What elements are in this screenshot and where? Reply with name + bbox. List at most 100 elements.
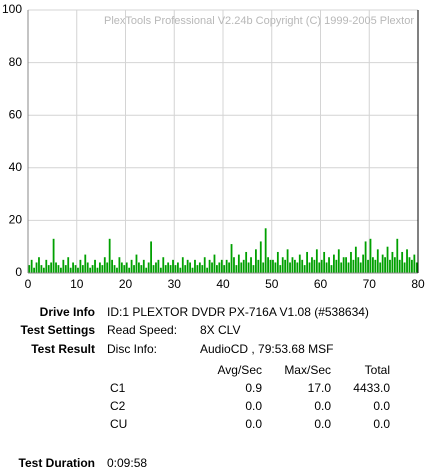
y-tick-label: 20 bbox=[9, 213, 23, 227]
bar bbox=[145, 267, 148, 273]
bar bbox=[354, 246, 357, 273]
bar bbox=[233, 257, 235, 273]
cell: 0.0 bbox=[373, 417, 390, 431]
bar bbox=[342, 257, 345, 273]
value: ID:1 PLEXTOR DVDR PX-716A V1.08 (#538634… bbox=[107, 305, 369, 319]
bar bbox=[194, 259, 196, 273]
bar bbox=[367, 259, 369, 273]
bar bbox=[211, 262, 213, 273]
bar bbox=[242, 259, 245, 273]
bar bbox=[184, 265, 187, 273]
bar bbox=[47, 265, 50, 273]
bar bbox=[369, 238, 372, 273]
bar bbox=[189, 262, 191, 273]
bar bbox=[359, 262, 362, 273]
y-tick-label: 40 bbox=[9, 160, 23, 174]
bar bbox=[340, 262, 343, 273]
bar bbox=[123, 265, 126, 273]
bar bbox=[38, 257, 40, 273]
y-tick-label: 0 bbox=[15, 265, 22, 279]
bar bbox=[113, 265, 116, 273]
bar bbox=[142, 259, 145, 273]
bar bbox=[272, 259, 274, 273]
bar bbox=[208, 259, 211, 273]
bar bbox=[308, 262, 311, 273]
bar bbox=[213, 254, 216, 273]
cell: 0.9 bbox=[245, 381, 262, 395]
bar bbox=[91, 265, 94, 273]
ticks: 0 20 40 60 80 100 0 10 20 30 40 50 60 70 80 bbox=[2, 2, 425, 291]
bar bbox=[62, 259, 65, 273]
bar bbox=[81, 265, 84, 273]
bar bbox=[150, 241, 152, 273]
x-tick-label: 10 bbox=[70, 277, 84, 291]
bar bbox=[177, 262, 179, 273]
x-tick-label: 30 bbox=[168, 277, 182, 291]
bar bbox=[30, 259, 33, 273]
bar bbox=[72, 262, 74, 273]
cell: 0.0 bbox=[314, 399, 331, 413]
bar bbox=[169, 265, 172, 273]
value: 0:09:58 bbox=[107, 456, 147, 470]
bar bbox=[118, 257, 121, 273]
grid bbox=[27, 9, 419, 274]
bar bbox=[140, 265, 143, 273]
bar bbox=[225, 259, 228, 273]
bar bbox=[230, 244, 233, 273]
bar bbox=[276, 251, 279, 273]
bar bbox=[106, 262, 109, 273]
bar bbox=[391, 251, 394, 273]
bar bbox=[181, 257, 184, 273]
label: Disc Info: bbox=[107, 342, 157, 356]
bar bbox=[406, 249, 408, 273]
label: Read Speed: bbox=[107, 323, 177, 337]
bar bbox=[74, 265, 77, 273]
bar bbox=[320, 259, 323, 273]
cell: 4433.0 bbox=[353, 381, 390, 395]
bar bbox=[323, 251, 326, 273]
bars bbox=[28, 228, 418, 273]
label: Test Duration bbox=[19, 456, 95, 470]
bar bbox=[99, 262, 101, 273]
bar bbox=[40, 265, 43, 273]
x-tick-label: 70 bbox=[363, 277, 377, 291]
bar bbox=[328, 257, 330, 273]
bar bbox=[333, 254, 335, 273]
bar bbox=[120, 262, 123, 273]
bar bbox=[408, 257, 411, 273]
bar bbox=[337, 249, 340, 273]
bar bbox=[289, 262, 291, 273]
x-tick-label: 20 bbox=[119, 277, 133, 291]
x-tick-label: 80 bbox=[411, 277, 425, 291]
bar bbox=[252, 265, 255, 273]
bar bbox=[152, 265, 155, 273]
bar bbox=[296, 262, 299, 273]
column-header: Avg/Sec bbox=[218, 363, 262, 377]
bar bbox=[79, 259, 82, 273]
bar bbox=[240, 262, 243, 273]
bar bbox=[313, 259, 316, 273]
bar bbox=[352, 259, 355, 273]
bar bbox=[357, 257, 360, 273]
bar bbox=[64, 265, 67, 273]
bar bbox=[196, 265, 199, 273]
bar bbox=[411, 259, 413, 273]
bar bbox=[203, 257, 206, 273]
bar bbox=[128, 267, 131, 273]
bar bbox=[335, 259, 338, 273]
bar bbox=[284, 259, 287, 273]
x-tick-label: 60 bbox=[314, 277, 328, 291]
row-label: C2 bbox=[110, 399, 126, 413]
bar bbox=[101, 265, 104, 273]
bar bbox=[138, 262, 140, 273]
bar bbox=[255, 249, 257, 273]
bar bbox=[389, 259, 391, 273]
watermark: PlexTools Professional V2.24b Copyright … bbox=[104, 15, 445, 27]
bar bbox=[135, 254, 138, 273]
bar bbox=[393, 257, 396, 273]
bar bbox=[379, 262, 382, 273]
bar bbox=[235, 265, 238, 273]
bar bbox=[279, 265, 282, 273]
cell: 0.0 bbox=[245, 417, 262, 431]
label: Test Result bbox=[31, 342, 95, 356]
